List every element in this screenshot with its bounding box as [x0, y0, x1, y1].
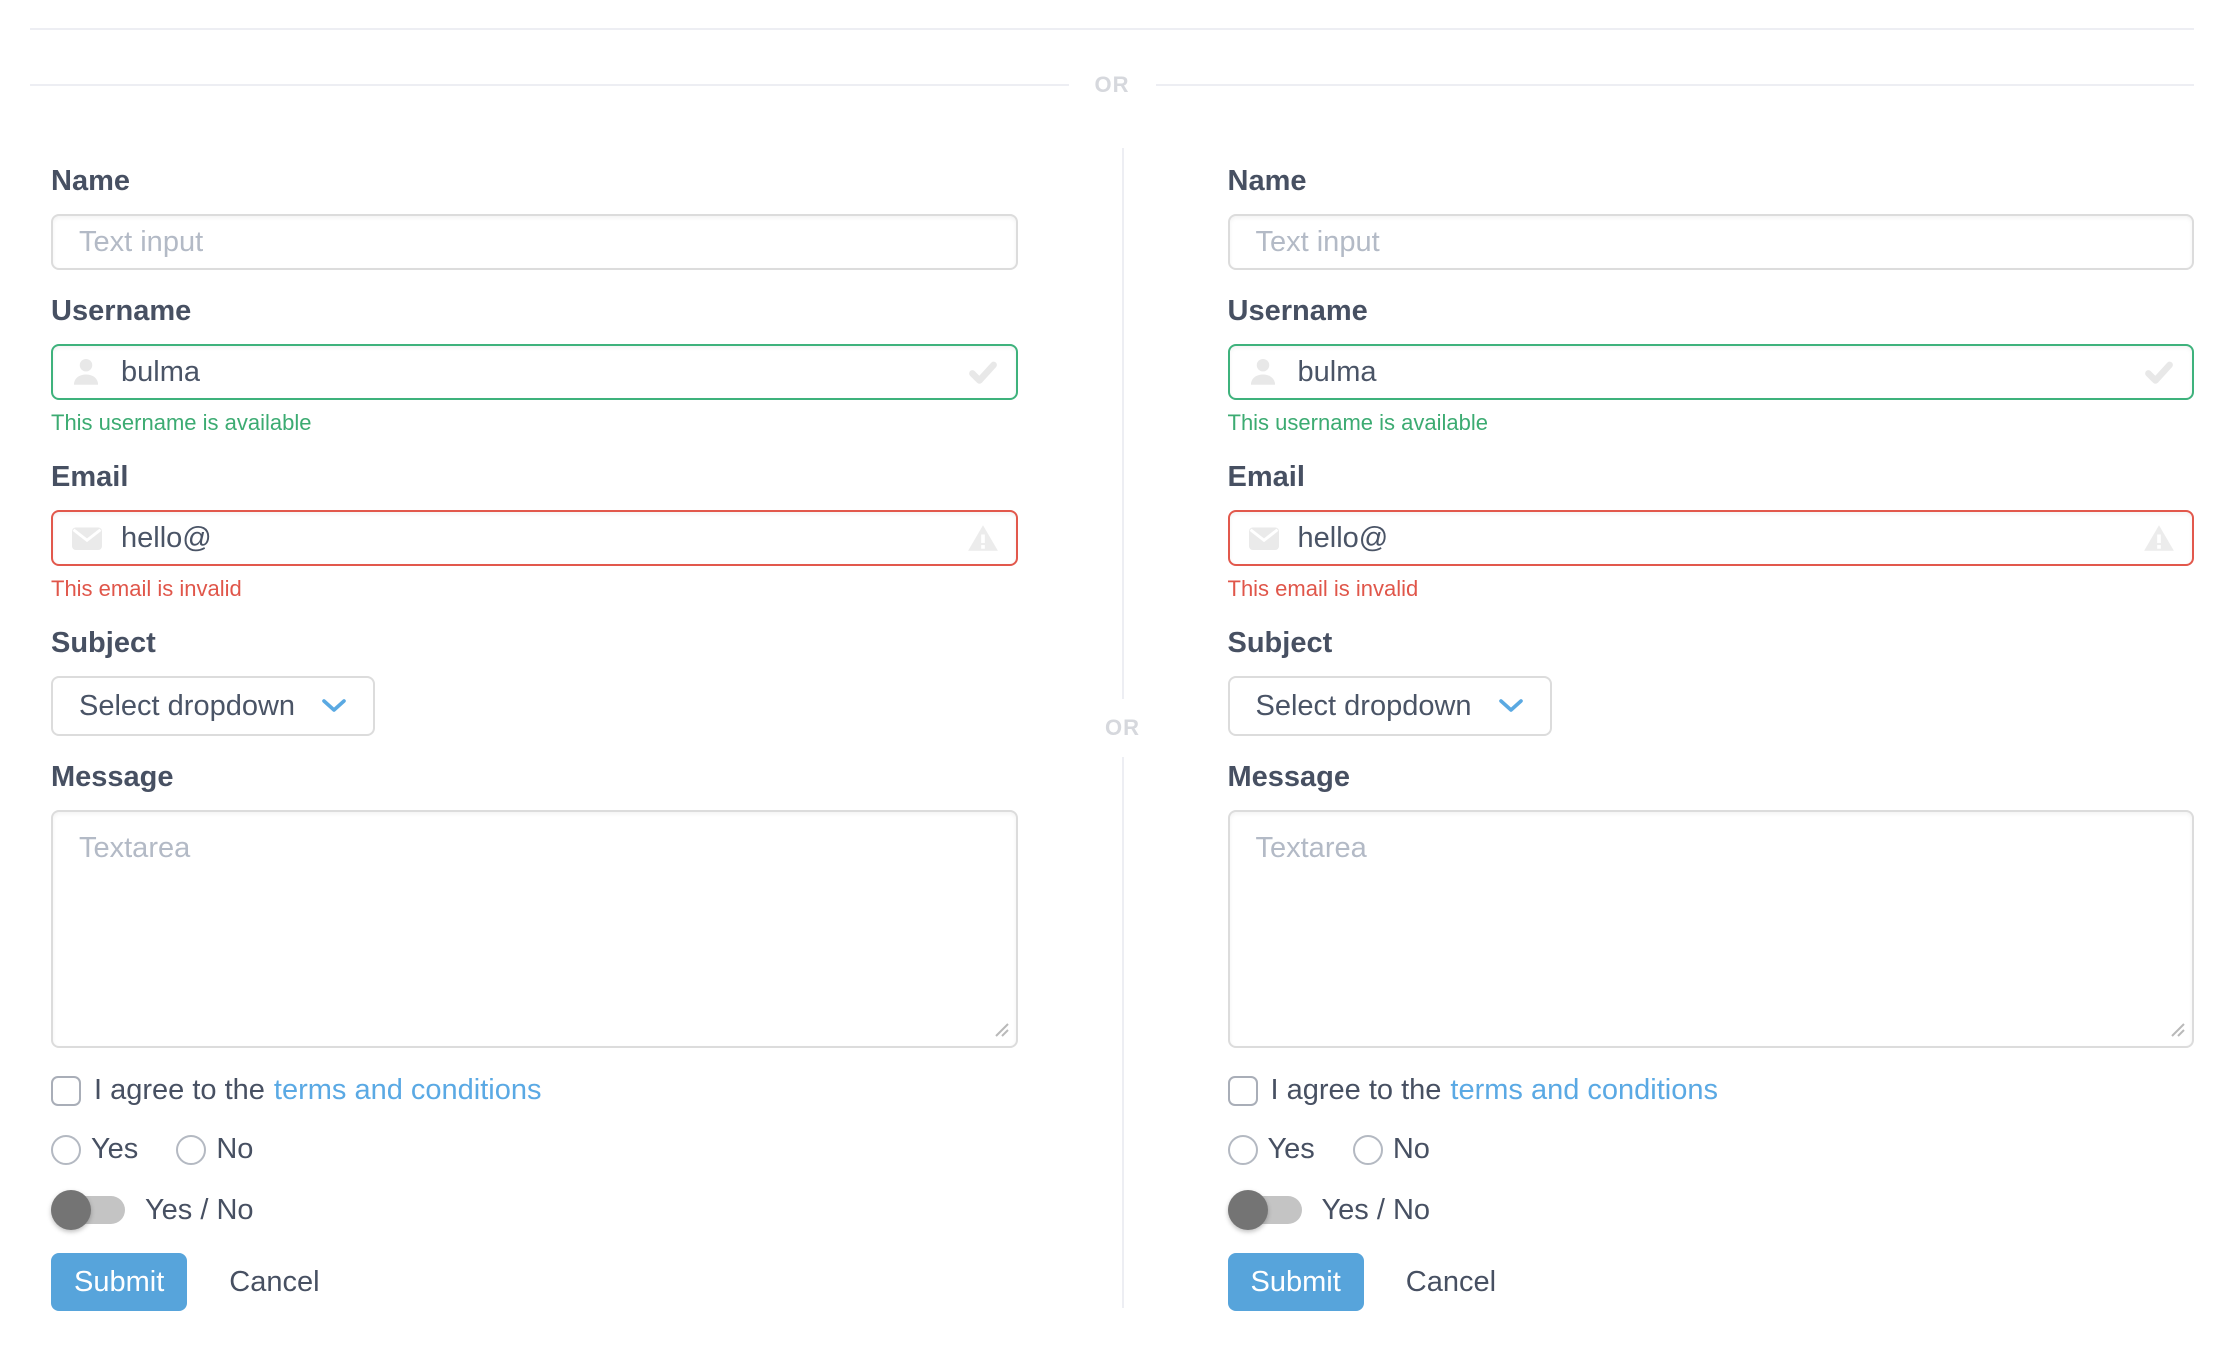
subject-select-value: Select dropdown	[79, 689, 296, 722]
no-radio-label: No	[1392, 1133, 1430, 1165]
toggle-row: Yes / No	[1227, 1188, 2195, 1232]
chevron-down-icon	[1498, 697, 1524, 715]
radio-row: Yes No	[51, 1133, 1018, 1166]
agreement-row: I agree to the terms and conditions	[1227, 1074, 2195, 1107]
vertical-or-divider: OR	[1018, 148, 1228, 1311]
warning-icon	[966, 521, 1000, 555]
yes-radio[interactable]	[51, 1134, 81, 1165]
username-field: Username This username is available	[1227, 294, 2194, 436]
divider-line-left	[30, 84, 1069, 86]
agreement-text: I agree to the	[1270, 1074, 1442, 1106]
radio-group-yes: Yes	[1227, 1133, 1315, 1166]
agreement-text: I agree to the	[94, 1074, 265, 1106]
username-input[interactable]	[1227, 344, 2194, 400]
message-field: Message	[51, 760, 1018, 1048]
submit-button[interactable]: Submit	[1227, 1253, 1364, 1311]
radio-group-no: No	[176, 1133, 253, 1166]
terms-link[interactable]: terms and conditions	[1450, 1074, 1718, 1106]
name-field: Name	[1227, 164, 2194, 270]
radio-row: Yes No	[1227, 1133, 2195, 1166]
check-icon	[966, 355, 1000, 389]
toggle-knob[interactable]	[51, 1190, 91, 1230]
name-input[interactable]	[51, 214, 1018, 270]
yes-radio[interactable]	[1227, 1134, 1258, 1165]
subject-field: Subject Select dropdown	[1227, 626, 2195, 736]
toggle-label: Yes / No	[1321, 1193, 1431, 1226]
user-icon	[1246, 355, 1280, 389]
user-icon	[69, 355, 103, 389]
subject-field: Subject Select dropdown	[51, 626, 1018, 736]
page: OR Name Username	[30, 28, 2194, 1311]
email-input[interactable]	[51, 510, 1018, 566]
message-textarea[interactable]	[51, 810, 1018, 1048]
agreement-row: I agree to the terms and conditions	[51, 1074, 1018, 1107]
cancel-button[interactable]: Cancel	[229, 1265, 320, 1298]
subject-label: Subject	[51, 627, 156, 659]
chevron-down-icon	[321, 697, 347, 715]
name-label: Name	[1227, 165, 1307, 197]
subject-select[interactable]: Select dropdown	[51, 676, 376, 736]
vertical-divider-or-label: OR	[1101, 699, 1144, 757]
email-input[interactable]	[1227, 510, 2194, 566]
message-textarea[interactable]	[1227, 810, 2194, 1048]
toggle-knob[interactable]	[1227, 1190, 1268, 1230]
yes-radio-label: Yes	[91, 1133, 139, 1165]
username-input[interactable]	[51, 344, 1018, 400]
message-label: Message	[1227, 761, 1351, 793]
email-help-text: This email is invalid	[1227, 576, 1419, 601]
username-help-text: This username is available	[1227, 410, 1488, 435]
message-label: Message	[51, 761, 174, 793]
no-radio[interactable]	[1352, 1134, 1383, 1165]
form-column-left: Name Username This username is available	[51, 148, 1018, 1311]
subject-select-value: Select dropdown	[1255, 689, 1472, 722]
username-label: Username	[1227, 295, 1368, 327]
username-field: Username This username is available	[51, 294, 1018, 436]
envelope-icon	[1246, 520, 1282, 556]
form-column-right: Name Username This username is available	[1227, 148, 2195, 1311]
yes-no-toggle[interactable]	[1227, 1188, 1302, 1232]
subject-label: Subject	[1227, 627, 1333, 659]
name-label: Name	[51, 165, 130, 197]
yes-radio-label: Yes	[1267, 1133, 1315, 1165]
name-field: Name	[51, 164, 1018, 270]
form-actions: Submit Cancel	[1227, 1253, 2195, 1311]
check-icon	[2142, 355, 2176, 389]
email-field: Email This email is invalid	[51, 460, 1018, 602]
no-radio[interactable]	[176, 1134, 207, 1165]
username-help-text: This username is available	[51, 410, 312, 435]
username-label: Username	[51, 295, 192, 327]
envelope-icon	[69, 520, 105, 556]
terms-link[interactable]: terms and conditions	[273, 1074, 542, 1106]
email-field: Email This email is invalid	[1227, 460, 2194, 602]
email-label: Email	[1227, 461, 1305, 493]
yes-no-toggle[interactable]	[51, 1188, 125, 1232]
agree-checkbox[interactable]	[1227, 1075, 1258, 1106]
form-actions: Submit Cancel	[51, 1253, 1018, 1311]
warning-icon	[2142, 521, 2176, 555]
email-help-text: This email is invalid	[51, 576, 242, 601]
email-label: Email	[51, 461, 129, 493]
top-divider-line	[30, 28, 2194, 30]
no-radio-label: No	[216, 1133, 254, 1165]
submit-button[interactable]: Submit	[51, 1253, 188, 1311]
agree-checkbox[interactable]	[51, 1075, 81, 1106]
toggle-label: Yes / No	[145, 1193, 254, 1226]
cancel-button[interactable]: Cancel	[1405, 1265, 1497, 1298]
radio-group-yes: Yes	[51, 1133, 138, 1166]
name-input[interactable]	[1227, 214, 2194, 270]
subject-select[interactable]: Select dropdown	[1227, 676, 1552, 736]
radio-group-no: No	[1352, 1133, 1430, 1166]
two-column-layout: Name Username This username is available	[30, 148, 2194, 1311]
horizontal-or-divider: OR	[30, 72, 2194, 98]
divider-line-right	[1155, 84, 2194, 86]
toggle-row: Yes / No	[51, 1188, 1018, 1232]
message-field: Message	[1227, 760, 2194, 1048]
divider-or-label: OR	[1094, 72, 1130, 97]
